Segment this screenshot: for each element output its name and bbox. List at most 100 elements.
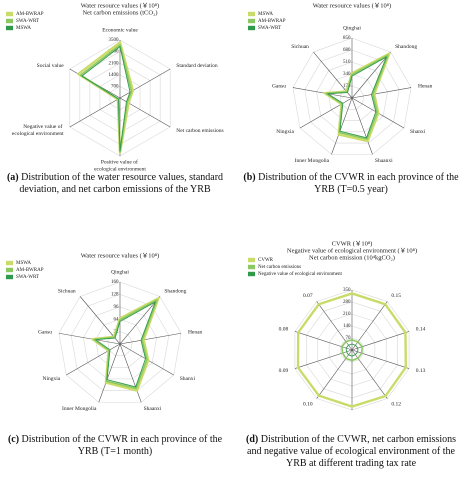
axis-label: Shaanxi bbox=[375, 158, 393, 164]
axis-spoke bbox=[58, 332, 121, 345]
r-tick-label: 350 bbox=[343, 288, 351, 293]
axis-label: 0.08 bbox=[279, 327, 289, 333]
r-tick-label: 96 bbox=[114, 305, 120, 310]
axis-spoke bbox=[351, 331, 410, 351]
axis-label: Sichuan bbox=[58, 288, 76, 294]
legend-swatch bbox=[248, 18, 255, 24]
panel-label: (a) bbox=[6, 172, 19, 183]
r-tick-label: 280 bbox=[343, 300, 351, 305]
caption-text: Distribution of the CVWR in each provinc… bbox=[258, 172, 459, 195]
chart-title: Water resource values (￥10⁸) bbox=[81, 1, 159, 9]
axis-label: Gansu bbox=[272, 84, 286, 90]
axis-label: Social value bbox=[37, 63, 65, 69]
caption-text: Distribution of the CVWR in each provinc… bbox=[21, 434, 223, 457]
axis-label: Standard deviation bbox=[176, 63, 218, 69]
legend-swatch bbox=[6, 18, 13, 24]
panel-label: (d) bbox=[246, 434, 259, 445]
r-tick-label: 64 bbox=[114, 317, 120, 322]
r-tick-label: 680 bbox=[343, 48, 351, 53]
chart-title: Water resource values (￥10⁸) bbox=[313, 1, 391, 9]
grid-ring bbox=[292, 37, 412, 155]
axis-label: Shanxi bbox=[410, 129, 426, 135]
axis-label: Shandong bbox=[395, 44, 417, 50]
axis-spoke bbox=[299, 97, 353, 129]
axis-spoke bbox=[316, 349, 353, 399]
chart-title: Net carbon emission (10⁴kgCO₂) bbox=[309, 254, 395, 261]
chart-title: CVWR (￥10⁸) bbox=[332, 239, 373, 247]
legend-label: SWA-WRT bbox=[258, 26, 281, 31]
panel-label: (c) bbox=[7, 434, 20, 445]
axis-label: 0.10 bbox=[303, 401, 313, 407]
axis-label: Henan bbox=[188, 329, 203, 335]
panel-label: (b) bbox=[243, 172, 256, 183]
legend-label: CVWR bbox=[258, 258, 274, 263]
axis-spoke bbox=[294, 349, 353, 369]
axis-label: 0.07 bbox=[303, 293, 313, 299]
r-tick-label: 510 bbox=[343, 60, 351, 65]
axis-label: 0.13 bbox=[416, 368, 426, 374]
axis-spoke bbox=[351, 51, 391, 99]
legend-swatch bbox=[6, 25, 13, 31]
axis-label: Henan bbox=[418, 84, 433, 90]
series-line bbox=[341, 338, 363, 362]
caption-text: Distribution of the water resource value… bbox=[19, 172, 224, 195]
axis-label: Positive value of ecological environment bbox=[94, 159, 146, 173]
chart-title: Negative value of ecological environment… bbox=[287, 246, 417, 254]
axis-label: Inner Mongolia bbox=[62, 406, 97, 412]
grid-ring bbox=[70, 294, 170, 391]
legend-swatch bbox=[248, 25, 255, 31]
axis-spoke bbox=[119, 343, 142, 403]
legend-label: Negative value of ecological environment bbox=[258, 272, 342, 277]
axis-spoke bbox=[119, 68, 171, 99]
series-line bbox=[79, 44, 133, 153]
axis-spoke bbox=[119, 332, 182, 345]
legend-label: AM-BWRAP bbox=[16, 268, 44, 273]
axis-label: Qinghai bbox=[343, 25, 361, 31]
axis-spoke bbox=[119, 296, 161, 345]
axis-spoke bbox=[66, 343, 121, 376]
axis-spoke bbox=[69, 97, 121, 128]
axis-label: Shanxi bbox=[180, 376, 196, 382]
r-tick-label: 2800 bbox=[109, 50, 120, 55]
r-tick-label: 140 bbox=[343, 324, 351, 329]
axis-label: Ningxia bbox=[43, 376, 61, 382]
r-tick-label: 850 bbox=[343, 36, 351, 41]
r-tick-label: 210 bbox=[343, 312, 351, 317]
grid-ring bbox=[304, 49, 400, 144]
series-line bbox=[345, 343, 359, 357]
axis-label: Sichuan bbox=[291, 44, 309, 50]
axis-label: 0.12 bbox=[391, 401, 401, 407]
r-tick-label: 1400 bbox=[109, 73, 120, 78]
axis-spoke bbox=[351, 87, 412, 99]
axis-spoke bbox=[351, 349, 410, 369]
axis-label: Inner Mongolia bbox=[295, 158, 330, 164]
caption: (c) Distribution of the CVWR in each pro… bbox=[4, 434, 226, 458]
legend-label: SWA-WRT bbox=[16, 275, 39, 280]
series-line bbox=[93, 299, 158, 390]
legend-swatch bbox=[6, 274, 13, 280]
grid-ring bbox=[95, 318, 145, 368]
legend-label: MSWA bbox=[258, 12, 273, 17]
axis-label: Shaanxi bbox=[144, 406, 162, 412]
axis-label: Qinghai bbox=[111, 269, 129, 275]
axis-label: 0.14 bbox=[416, 327, 426, 333]
caption-text: Distribution of the CVWR, net carbon emi… bbox=[247, 434, 456, 469]
axis-spoke bbox=[351, 301, 388, 351]
axis-spoke bbox=[313, 51, 353, 99]
legend-swatch bbox=[248, 11, 255, 17]
r-tick-label: 3500 bbox=[109, 38, 120, 43]
legend-label: AM-BWRAP bbox=[16, 12, 44, 17]
legend-swatch bbox=[248, 257, 255, 263]
axis-label: Negative value of ecological environment bbox=[12, 123, 64, 137]
legend-label: MSWA bbox=[16, 261, 31, 266]
axis-label: 0.15 bbox=[391, 293, 401, 299]
grid-ring bbox=[83, 306, 157, 380]
chart-title: Net carbon emissions (tCO₂) bbox=[82, 9, 157, 16]
r-tick-label: 2100 bbox=[109, 61, 120, 66]
axis-spoke bbox=[294, 331, 353, 351]
r-tick-label: 340 bbox=[343, 72, 351, 77]
r-tick-label: 128 bbox=[111, 293, 119, 298]
series-line bbox=[296, 292, 408, 408]
chart-title: Water resource values (￥10⁸) bbox=[81, 251, 159, 259]
